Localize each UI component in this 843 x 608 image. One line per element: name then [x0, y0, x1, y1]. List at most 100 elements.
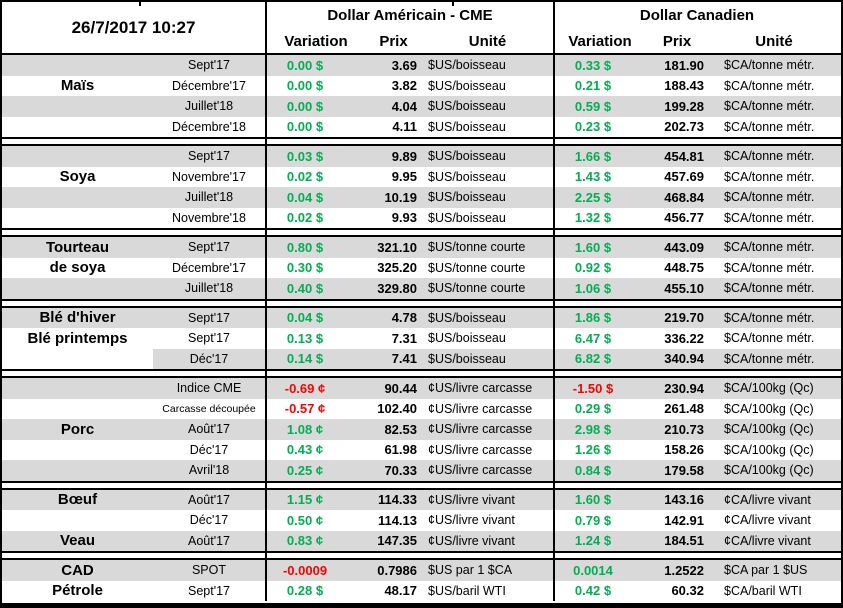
- ca-price-value: 468.84: [664, 189, 704, 205]
- section-mais: Sept'17 0.00 $ 3.69 $US/boisseau 0.33 $ 181.9…: [2, 55, 841, 137]
- ca-variation-value: 0.42 $: [553, 580, 645, 601]
- section-tourteau: Tourteau Sept'17 0.80 $ 321.10 $US/tonne cou…: [2, 237, 841, 299]
- ca-price-value: 184.51: [664, 533, 704, 549]
- us-price-value: 102.40: [377, 401, 417, 417]
- table-row: Juillet'18 0.40 $ 329.80 $US/tonne courte 1.…: [2, 278, 841, 299]
- ca-unit-label: ¢CA/livre vivant: [724, 513, 811, 528]
- ca-price-value: 230.94: [664, 380, 704, 396]
- us-variation-value: 0.13 $: [265, 328, 365, 349]
- category-label: Tourteau: [45, 238, 110, 256]
- us-price-value: 82.53: [384, 421, 417, 437]
- us-price-value: 10.19: [384, 189, 417, 205]
- ca-variation-value: 0.21 $: [553, 75, 645, 96]
- ca-variation-value: 0.92 $: [553, 257, 645, 278]
- contract-month: Août'17: [187, 422, 230, 437]
- category-label: [2, 146, 153, 167]
- table-row: Blé d'hiver Sept'17 0.04 $ 4.78 $US/boisseau…: [2, 307, 841, 328]
- contract-month: Sept'17: [187, 149, 230, 164]
- section-separator: [2, 551, 841, 560]
- table-row: de soya Décembre'17 0.30 $ 325.20 $US/tonne …: [2, 257, 841, 278]
- ca-unit-label: $CA/tonne métr.: [724, 169, 815, 184]
- us-price-value: 61.98: [384, 442, 417, 458]
- ca-variation-value: 1.86 $: [553, 307, 645, 328]
- us-price-value: 325.20: [377, 260, 417, 276]
- category-label: de soya: [49, 259, 106, 277]
- ca-variation-value: 0.23 $: [553, 116, 645, 137]
- us-variation-value: 0.28 $: [265, 580, 365, 601]
- ca-variation-value: 0.79 $: [553, 510, 645, 531]
- us-price-value: 7.41: [391, 351, 417, 367]
- us-unit-label: $US/boisseau: [428, 149, 506, 164]
- ca-unit-label: $CA/tonne métr.: [724, 260, 815, 275]
- us-price-value: 90.44: [384, 380, 417, 396]
- ca-price-value: 142.91: [664, 512, 704, 528]
- us-variation-value: -0.57 ¢: [265, 398, 365, 419]
- ca-variation-value: 1.24 $: [553, 530, 645, 551]
- ca-unit-label: $CA/tonne métr.: [724, 351, 815, 366]
- us-price-value: 3.69: [391, 57, 417, 73]
- ca-unit-label: $CA/tonne métr.: [724, 119, 815, 134]
- us-variation-value: 0.04 $: [265, 307, 365, 328]
- table-row: Avril'18 0.25 ¢ 70.33 ¢US/livre carcasse 0.8…: [2, 460, 841, 481]
- us-variation-value: 0.40 $: [265, 278, 365, 299]
- us-unit-label: $US/boisseau: [428, 169, 506, 184]
- ca-price-value: 443.09: [664, 239, 704, 255]
- contract-month: SPOT: [191, 563, 227, 578]
- grid-tick: [452, 2, 454, 6]
- ca-price-value: 202.73: [664, 119, 704, 135]
- col-header-prix: Prix: [662, 32, 692, 50]
- section-separator: [2, 137, 841, 146]
- category-label: Maïs: [60, 77, 95, 95]
- table-row: Pétrole Sept'17 0.28 $ 48.17 $US/baril WTI 0.…: [2, 580, 841, 601]
- us-unit-label: $US/boisseau: [428, 310, 506, 325]
- ca-price-value: 457.69: [664, 169, 704, 185]
- table-header: 26/7/2017 10:27 Dollar Américain - CME V…: [2, 2, 841, 55]
- contract-month: Sept'17: [187, 240, 230, 255]
- us-unit-label: $US/boisseau: [428, 190, 506, 205]
- ca-unit-label: ¢CA/livre vivant: [724, 492, 811, 507]
- ca-price-value: 219.70: [664, 310, 704, 326]
- ca-variation-value: 1.26 $: [553, 439, 645, 460]
- section-ble: Blé d'hiver Sept'17 0.04 $ 4.78 $US/boisseau…: [2, 307, 841, 369]
- table-row: Maïs Décembre'17 0.00 $ 3.82 $US/boisseau 0.2…: [2, 75, 841, 96]
- us-price-value: 4.04: [391, 98, 417, 114]
- col-header-unite: Unité: [755, 32, 793, 50]
- us-variation-value: 0.00 $: [265, 116, 365, 137]
- contract-month: Novembre'17: [172, 169, 246, 184]
- table-row: Déc'17 0.50 ¢ 114.13 ¢US/livre vivant 0.79 $…: [2, 510, 841, 531]
- ca-price-value: 456.77: [664, 210, 704, 226]
- table-row: Carcasse découpée -0.57 ¢ 102.40 ¢US/livre …: [2, 398, 841, 419]
- section-separator: [2, 228, 841, 237]
- us-price-value: 0.7986: [377, 562, 417, 578]
- category-label: [2, 510, 153, 531]
- us-variation-value: 1.15 ¢: [265, 489, 365, 510]
- us-price-value: 4.11: [392, 119, 417, 135]
- ca-unit-label: $CA/100kg (Qc): [724, 463, 814, 478]
- ca-unit-label: $CA/tonne métr.: [724, 149, 815, 164]
- contract-month: Avril'18: [188, 463, 230, 478]
- ca-price-value: 261.48: [664, 401, 704, 417]
- us-price-value: 70.33: [384, 462, 417, 478]
- contract-month: Déc'17: [189, 513, 229, 528]
- us-price-value: 9.95: [391, 169, 417, 185]
- contract-month: Décembre'17: [172, 260, 246, 275]
- contract-month: Sept'17: [187, 583, 230, 598]
- us-variation-value: 0.83 ¢: [265, 530, 365, 551]
- section-separator: [2, 369, 841, 378]
- us-variation-value: 0.00 $: [265, 96, 365, 117]
- us-price-value: 9.93: [391, 210, 417, 226]
- ca-variation-value: 1.66 $: [553, 146, 645, 167]
- us-variation-value: -0.69 ¢: [265, 378, 365, 399]
- us-variation-value: 0.03 $: [265, 146, 365, 167]
- category-label: [2, 440, 153, 461]
- us-unit-label: $US/boisseau: [428, 210, 506, 225]
- section-boeuf-veau: Bœuf Août'17 1.15 ¢ 114.33 ¢US/livre vivant 1…: [2, 489, 841, 551]
- us-price-value: 329.80: [377, 280, 417, 296]
- ca-unit-label: $CA/baril WTI: [724, 583, 802, 598]
- category-label: [2, 460, 153, 481]
- us-unit-label: $US/boisseau: [428, 119, 506, 134]
- category-label: [2, 208, 153, 229]
- group-ca-dollar: Dollar Canadien Variation Prix Unité: [553, 2, 839, 53]
- contract-month: Indice CME: [176, 381, 242, 396]
- ca-unit-label: $CA/tonne métr.: [724, 99, 815, 114]
